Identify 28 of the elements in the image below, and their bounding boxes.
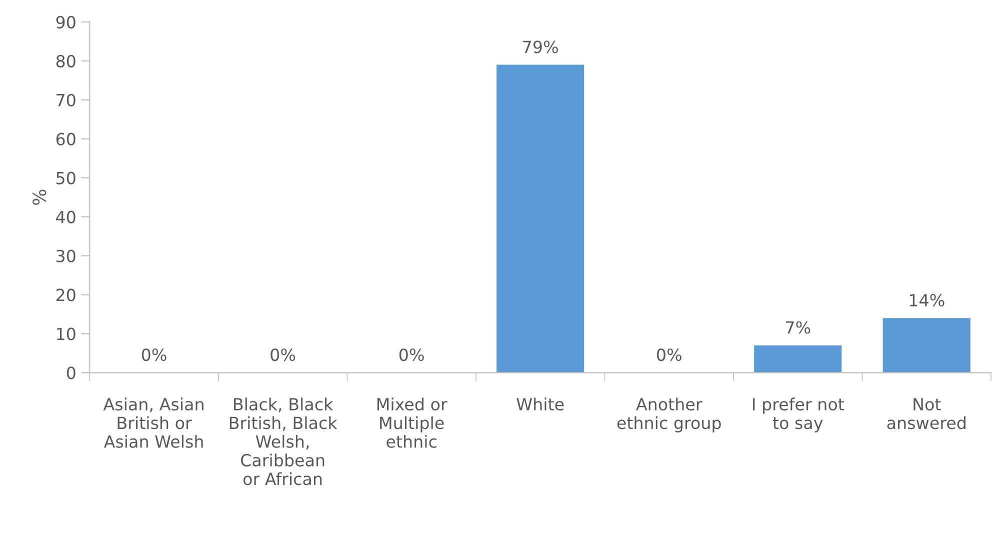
bar	[754, 345, 842, 373]
x-tick-label: Asian, Asian British or Asian Welsh	[103, 398, 204, 448]
data-label: 0%	[399, 348, 424, 362]
data-label: 0%	[142, 348, 166, 362]
data-label: 0%	[270, 348, 296, 362]
data-label: 7%	[786, 321, 810, 334]
y-tick-label: 30	[56, 250, 76, 262]
y-tick-label: 70	[56, 94, 76, 106]
y-tick-label: 10	[57, 328, 76, 340]
data-label: 14%	[910, 294, 944, 307]
y-tick-label: 50	[56, 172, 76, 184]
x-tick-label: Another ethnic group	[617, 398, 721, 432]
x-tick-label: White	[516, 398, 564, 411]
y-axis-title: %	[32, 190, 46, 205]
y-tick-label: 0	[66, 366, 76, 380]
x-tick-label: Mixed or Multiple ethnic	[377, 398, 448, 448]
bar	[496, 64, 584, 373]
bar	[882, 318, 970, 373]
x-tick-label: Not answered	[887, 398, 966, 430]
x-tick-label: I prefer not to say	[752, 398, 844, 432]
data-label: 79%	[523, 40, 558, 54]
y-tick-label: 90	[56, 16, 76, 28]
y-tick-label: 60	[56, 132, 76, 146]
y-tick-label: 40	[56, 210, 76, 224]
y-tick-label: 20	[56, 288, 76, 302]
x-tick-label: Black, Black British, Black Welsh, Caribbean or African	[230, 398, 338, 486]
data-label: 0%	[656, 348, 682, 362]
y-tick-label: 80	[56, 54, 76, 68]
